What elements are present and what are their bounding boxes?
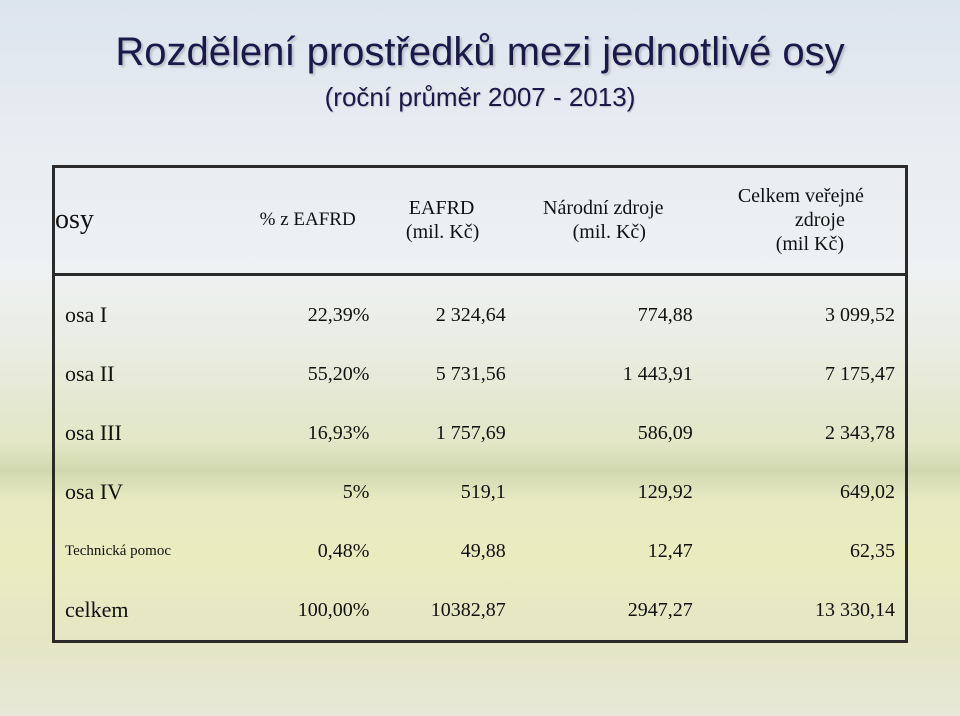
header-eafrd-line2: (mil. Kč) (405, 221, 480, 244)
cell-narodni: 1 443,91 (622, 362, 693, 385)
row-label: osa II (65, 361, 115, 387)
table-row: osa I 22,39% 2 324,64 774,88 3 099,52 (54, 274, 907, 345)
table-header-row: osy % z EAFRD EAFRD (mil. Kč) Národní zd… (53, 166, 907, 276)
page-subtitle: (roční průměr 2007 - 2013) (324, 82, 636, 112)
header-pct-eafrd: % z EAFRD (241, 166, 374, 276)
header-eafrd-line1: EAFRD (408, 197, 475, 220)
cell-pct: 100,00% (297, 598, 370, 621)
cell-pct: 0,48% (317, 539, 370, 562)
cell-narodni: 12,47 (647, 539, 693, 562)
row-label: osa III (65, 420, 122, 446)
row-label: Technická pomoc (65, 542, 171, 559)
cell-pct: 16,93% (307, 421, 370, 444)
table-row: osa III 16,93% 1 757,69 586,09 2 343,78 (54, 404, 907, 463)
header-narodni-line2: (mil. Kč) (572, 221, 646, 244)
cell-eafrd: 1 757,69 (435, 421, 506, 444)
cell-pct: 22,39% (307, 303, 370, 326)
header-celkem-line1: Celkem veřejné (737, 185, 864, 208)
table-row: celkem 100,00% 10382,87 2947,27 13 330,1… (54, 581, 907, 642)
cell-celkem: 62,35 (850, 539, 895, 562)
background-landscape (0, 440, 960, 500)
header-celkem-line2: zdroje (794, 209, 845, 232)
cell-pct: 5% (342, 480, 370, 503)
row-label: osa I (65, 302, 108, 328)
allocation-table: osy % z EAFRD EAFRD (mil. Kč) Národní zd… (52, 165, 908, 643)
header-narodni-line1: Národní zdroje (543, 197, 664, 220)
cell-eafrd: 10382,87 (430, 598, 506, 621)
page-title: Rozdělení prostředků mezi jednotlivé osy (115, 30, 845, 74)
header-osy: osy (53, 166, 242, 276)
table-row: osa II 55,20% 5 731,56 1 443,91 7 175,47 (54, 345, 907, 404)
cell-celkem: 649,02 (840, 480, 895, 503)
cell-celkem: 7 175,47 (825, 362, 895, 385)
cell-narodni: 129,92 (637, 480, 693, 503)
row-label: celkem (65, 597, 129, 623)
header-celkem: Celkem veřejné zdroje (mil Kč) (696, 166, 907, 276)
cell-narodni: 774,88 (637, 303, 693, 326)
cell-eafrd: 519,1 (460, 480, 506, 503)
table-row: Technická pomoc 0,48% 49,88 12,47 62,35 (54, 522, 907, 581)
cell-narodni: 2947,27 (627, 598, 693, 621)
header-narodni: Národní zdroje (mil. Kč) (509, 166, 697, 276)
cell-narodni: 586,09 (637, 421, 693, 444)
cell-eafrd: 49,88 (460, 539, 506, 562)
cell-pct: 55,20% (307, 362, 370, 385)
header-eafrd: EAFRD (mil. Kč) (373, 166, 510, 276)
cell-celkem: 2 343,78 (825, 421, 895, 444)
table-row: osa IV 5% 519,1 129,92 649,02 (54, 463, 907, 522)
cell-eafrd: 5 731,56 (435, 362, 506, 385)
cell-celkem: 13 330,14 (815, 598, 895, 621)
header-celkem-line3: (mil Kč) (775, 233, 845, 256)
cell-eafrd: 2 324,64 (435, 303, 506, 326)
cell-celkem: 3 099,52 (825, 303, 895, 326)
row-label: osa IV (65, 479, 124, 505)
